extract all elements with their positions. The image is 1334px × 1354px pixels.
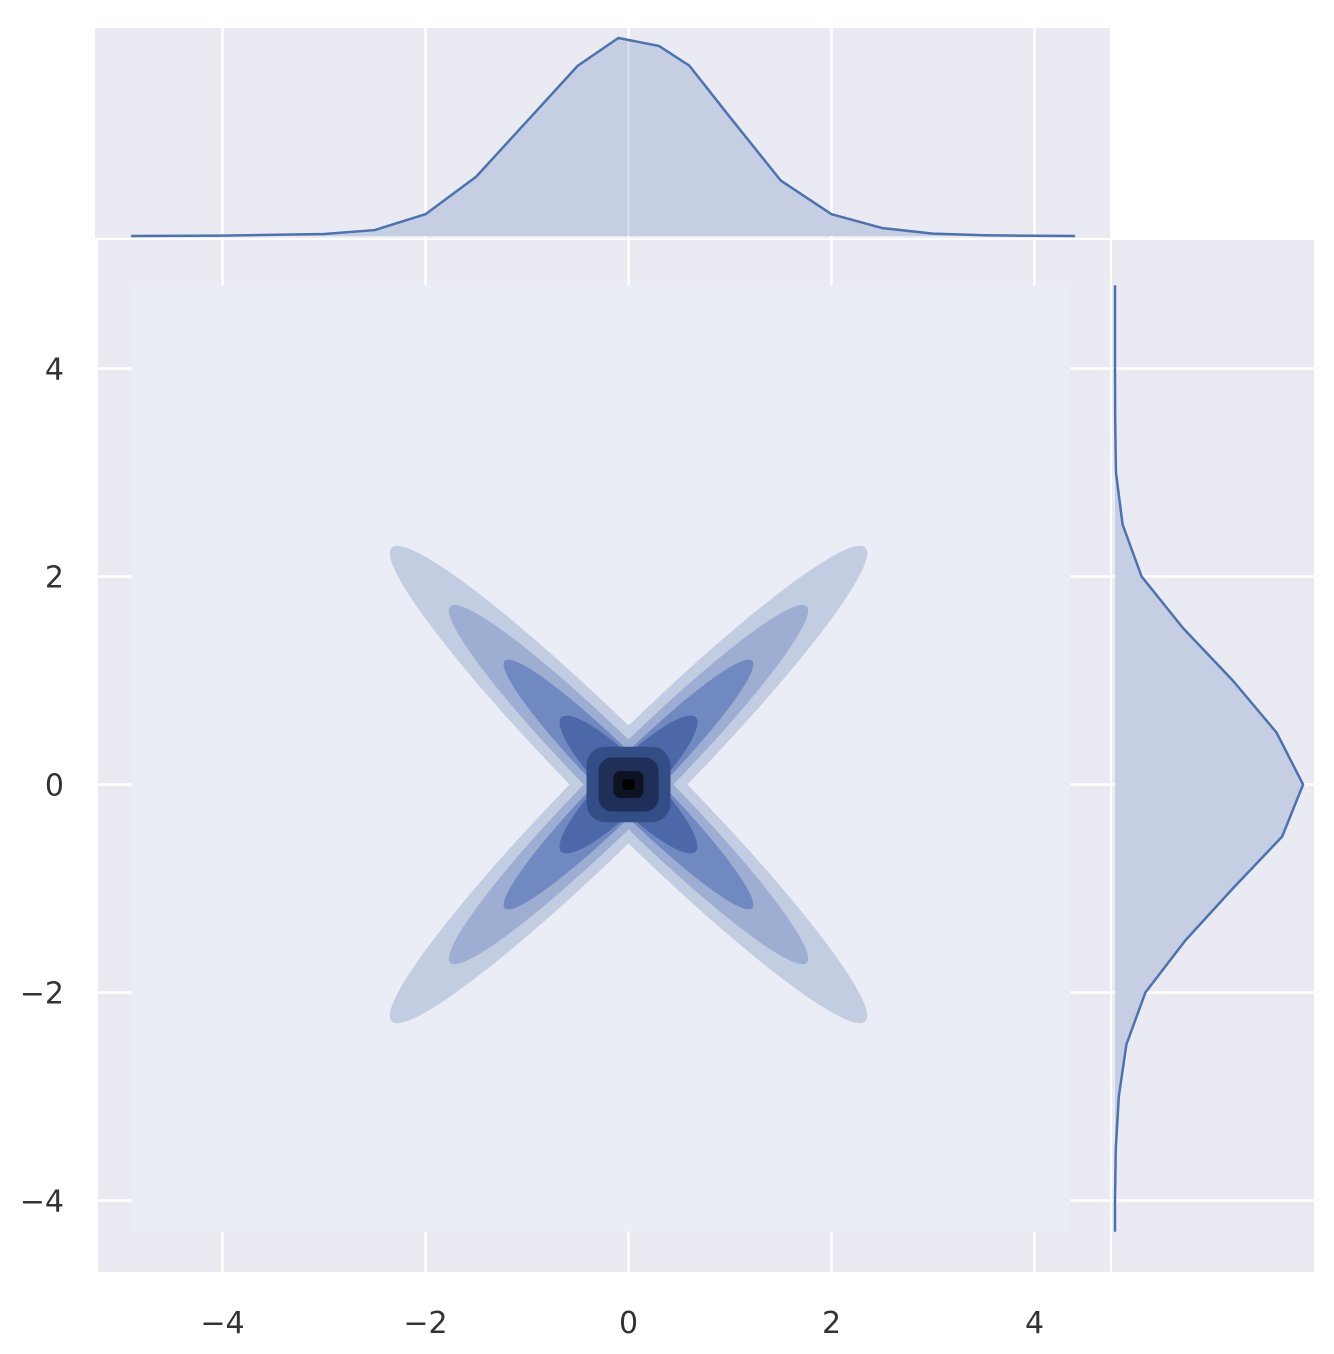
y-tick-label: −2 [20, 977, 64, 1012]
y-tick-labels: −4 −2 0 2 4 [20, 353, 64, 1220]
marginal-y-line [1113, 285, 1305, 1232]
x-tick-label: −4 [200, 1306, 244, 1341]
x-tick-label: −2 [403, 1306, 447, 1341]
y-tick-label: 4 [45, 353, 64, 388]
marginal-x-line [131, 36, 1076, 238]
y-tick-label: 0 [45, 769, 64, 804]
marginal-x-fill [131, 38, 1076, 236]
marginal-y-fill [1115, 285, 1304, 1232]
kde-contours [389, 545, 868, 1024]
y-tick-label: −4 [20, 1185, 64, 1220]
marginal-y-panel [1112, 240, 1314, 1272]
kde-core-3 [622, 779, 635, 790]
x-tick-label: 0 [619, 1306, 638, 1341]
x-tick-labels: −4 −2 0 2 4 [200, 1306, 1044, 1341]
marginal-x-panel [95, 28, 1110, 238]
x-tick-label: 2 [822, 1306, 841, 1341]
x-tick-label: 4 [1025, 1306, 1044, 1341]
joint-panel [98, 240, 1110, 1272]
y-tick-label: 2 [45, 561, 64, 596]
